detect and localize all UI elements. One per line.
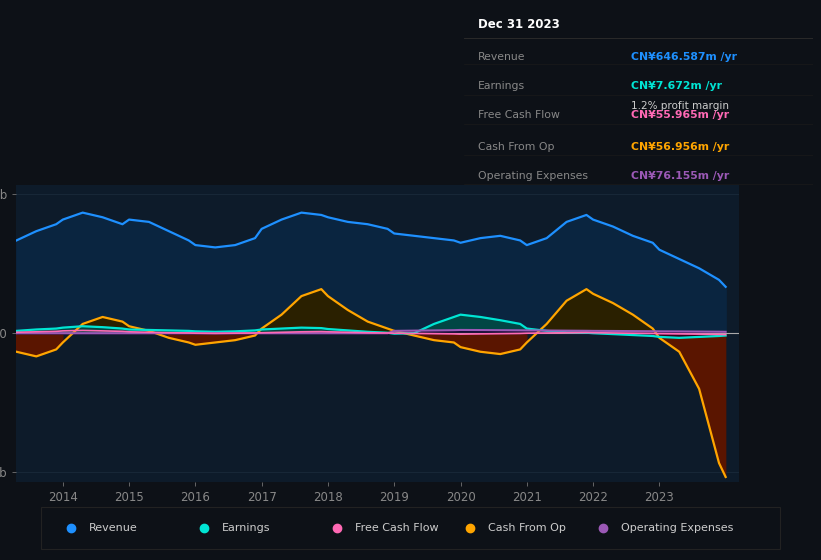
Text: Operating Expenses: Operating Expenses [621,523,733,533]
Text: CN¥56.956m /yr: CN¥56.956m /yr [631,142,730,152]
Text: Revenue: Revenue [89,523,138,533]
Text: CN¥55.965m /yr: CN¥55.965m /yr [631,110,730,120]
Text: Free Cash Flow: Free Cash Flow [355,523,438,533]
Text: CN¥646.587m /yr: CN¥646.587m /yr [631,52,737,62]
Text: CN¥7.672m /yr: CN¥7.672m /yr [631,81,722,91]
Text: Earnings: Earnings [222,523,271,533]
Text: 1.2% profit margin: 1.2% profit margin [631,101,729,111]
Text: Earnings: Earnings [478,81,525,91]
Text: CN¥76.155m /yr: CN¥76.155m /yr [631,171,730,181]
Text: Operating Expenses: Operating Expenses [478,171,588,181]
Text: Dec 31 2023: Dec 31 2023 [478,18,560,31]
Text: Cash From Op: Cash From Op [488,523,566,533]
Text: Cash From Op: Cash From Op [478,142,554,152]
Text: Revenue: Revenue [478,52,525,62]
Text: Free Cash Flow: Free Cash Flow [478,110,560,120]
